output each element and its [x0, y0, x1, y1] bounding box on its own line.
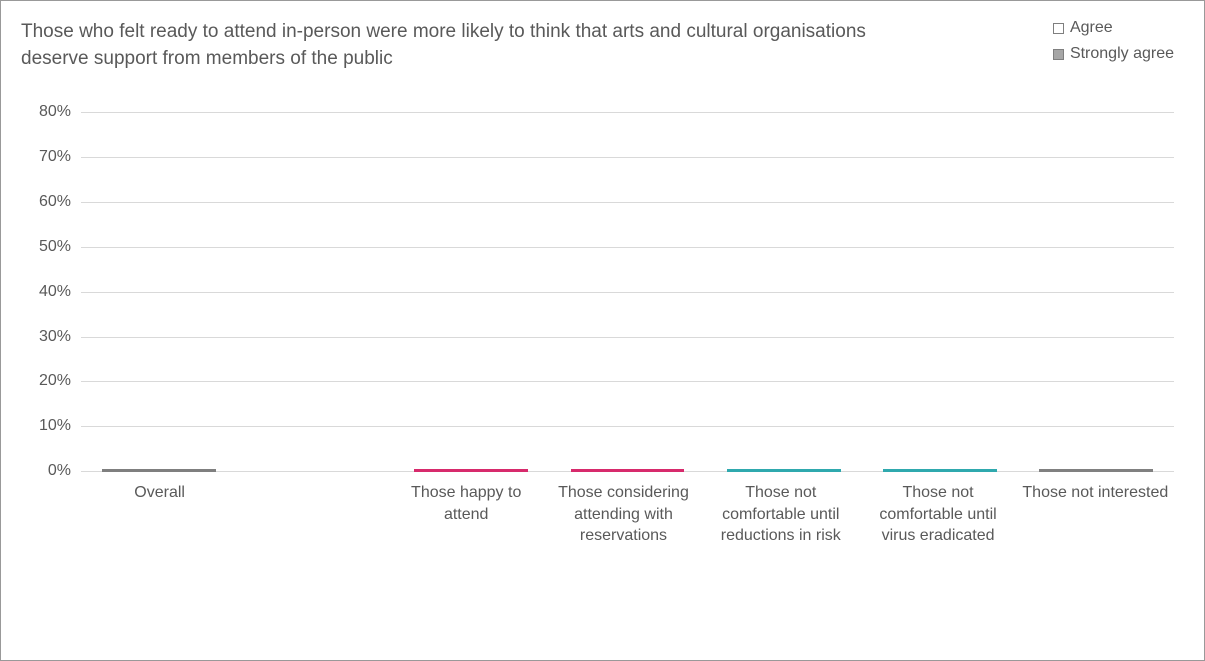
x-label-overall: Overall [81, 482, 238, 547]
y-tick-label: 20% [39, 372, 71, 390]
bar-group-risk [706, 112, 862, 472]
bar-segment-strongly-agree [414, 471, 528, 472]
bar-segment-strongly-agree [883, 471, 997, 472]
bar-segment-strongly-agree [727, 471, 841, 472]
chart-title: Those who felt ready to attend in-person… [21, 19, 921, 72]
legend-swatch-strongly-agree [1053, 49, 1064, 60]
bar-segment-strongly-agree [571, 471, 685, 472]
y-tick-label: 30% [39, 328, 71, 346]
bar-segment-strongly-agree [1039, 471, 1153, 472]
y-tick-label: 40% [39, 283, 71, 301]
legend: Agree Strongly agree [1053, 19, 1184, 63]
chart-container: Those who felt ready to attend in-person… [0, 0, 1205, 661]
bar-spacer [237, 112, 393, 472]
bar-group-happy [393, 112, 549, 472]
y-tick-label: 70% [39, 148, 71, 166]
bar-group-notinterested [1018, 112, 1174, 472]
bar-group-eradicated [862, 112, 1018, 472]
x-label-risk: Those not comfortable until reductions i… [702, 482, 859, 547]
legend-label-strongly-agree: Strongly agree [1070, 45, 1174, 63]
legend-label-agree: Agree [1070, 19, 1113, 37]
label-spacer [238, 482, 387, 547]
bars-row [81, 112, 1174, 472]
x-label-happy: Those happy to attend [388, 482, 545, 547]
bar-stack-happy [414, 469, 528, 472]
bar-stack-overall [102, 469, 216, 472]
y-tick-label: 0% [48, 462, 71, 480]
y-tick-label: 50% [39, 238, 71, 256]
y-tick-label: 10% [39, 417, 71, 435]
x-label-notinterested: Those not interested [1017, 482, 1174, 547]
y-tick-label: 60% [39, 193, 71, 211]
bar-stack-risk [727, 469, 841, 472]
legend-swatch-agree [1053, 23, 1064, 34]
y-tick-label: 80% [39, 103, 71, 121]
bar-stack-considering [571, 469, 685, 472]
bar-segment-strongly-agree [102, 471, 216, 472]
bar-group-considering [549, 112, 705, 472]
bar-stack-notinterested [1039, 469, 1153, 472]
bar-group-overall [81, 112, 237, 472]
x-labels-row: Overall Those happy to attendThose consid… [81, 482, 1174, 547]
x-label-considering: Those considering attending with reserva… [545, 482, 702, 547]
x-label-eradicated: Those not comfortable until virus eradic… [859, 482, 1016, 547]
plot-region: 0%10%20%30%40%50%60%70%80% [81, 112, 1174, 472]
legend-item-strongly-agree: Strongly agree [1053, 45, 1174, 63]
bar-stack-eradicated [883, 469, 997, 472]
legend-item-agree: Agree [1053, 19, 1174, 37]
chart-header: Those who felt ready to attend in-person… [21, 19, 1184, 72]
